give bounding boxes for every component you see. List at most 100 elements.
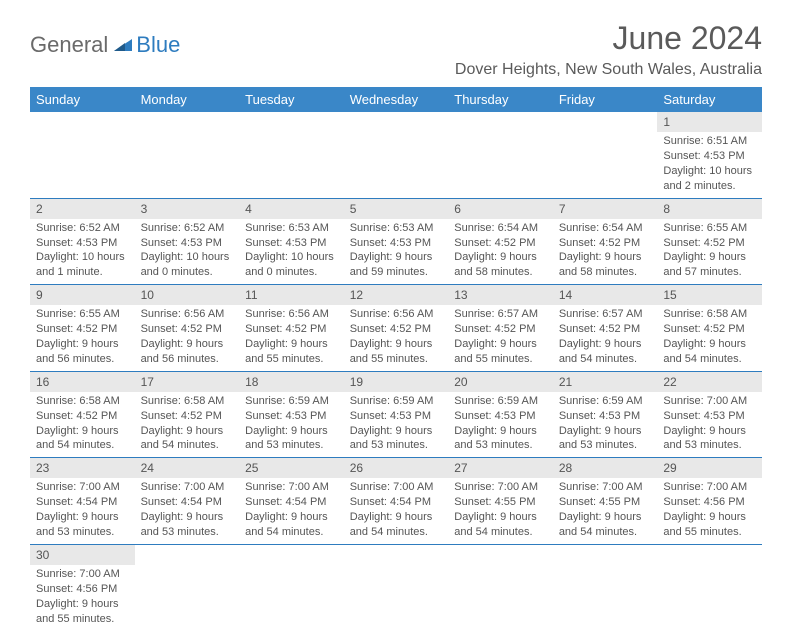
day-details: Sunrise: 6:59 AMSunset: 4:53 PMDaylight:…	[448, 392, 553, 457]
sunrise-text: Sunrise: 6:52 AM	[36, 221, 129, 236]
daylight-text: Daylight: 10 hours	[141, 250, 234, 265]
day-details: Sunrise: 6:54 AMSunset: 4:52 PMDaylight:…	[448, 219, 553, 284]
sunrise-text: Sunrise: 6:58 AM	[663, 307, 756, 322]
daylight-text: Daylight: 10 hours	[36, 250, 129, 265]
sunrise-text: Sunrise: 6:59 AM	[245, 394, 338, 409]
sunset-text: Sunset: 4:53 PM	[663, 409, 756, 424]
day-number: 4	[239, 199, 344, 219]
calendar-cell: 17Sunrise: 6:58 AMSunset: 4:52 PMDayligh…	[135, 371, 240, 458]
day-number: 6	[448, 199, 553, 219]
day-number: 5	[344, 199, 449, 219]
daylight-text2: and 55 minutes.	[245, 352, 338, 367]
calendar-cell: 10Sunrise: 6:56 AMSunset: 4:52 PMDayligh…	[135, 285, 240, 372]
daylight-text: Daylight: 9 hours	[141, 510, 234, 525]
daylight-text: Daylight: 9 hours	[663, 424, 756, 439]
daylight-text2: and 0 minutes.	[245, 265, 338, 280]
sunrise-text: Sunrise: 6:57 AM	[454, 307, 547, 322]
calendar-cell: 24Sunrise: 7:00 AMSunset: 4:54 PMDayligh…	[135, 458, 240, 545]
daylight-text2: and 54 minutes.	[663, 352, 756, 367]
daylight-text: Daylight: 10 hours	[663, 164, 756, 179]
sunset-text: Sunset: 4:55 PM	[559, 495, 652, 510]
sunrise-text: Sunrise: 6:56 AM	[245, 307, 338, 322]
weekday-header: Saturday	[657, 87, 762, 112]
daylight-text: Daylight: 9 hours	[559, 250, 652, 265]
sunset-text: Sunset: 4:52 PM	[559, 322, 652, 337]
sunset-text: Sunset: 4:52 PM	[141, 409, 234, 424]
daylight-text2: and 54 minutes.	[559, 525, 652, 540]
calendar-cell	[30, 112, 135, 198]
day-number: 25	[239, 458, 344, 478]
sunrise-text: Sunrise: 6:54 AM	[454, 221, 547, 236]
sunset-text: Sunset: 4:55 PM	[454, 495, 547, 510]
day-details: Sunrise: 7:00 AMSunset: 4:54 PMDaylight:…	[239, 478, 344, 543]
calendar-cell: 21Sunrise: 6:59 AMSunset: 4:53 PMDayligh…	[553, 371, 658, 458]
daylight-text2: and 54 minutes.	[454, 525, 547, 540]
day-number: 18	[239, 372, 344, 392]
sunset-text: Sunset: 4:54 PM	[350, 495, 443, 510]
day-number: 30	[30, 545, 135, 565]
day-details: Sunrise: 6:56 AMSunset: 4:52 PMDaylight:…	[135, 305, 240, 370]
day-number: 17	[135, 372, 240, 392]
sunset-text: Sunset: 4:52 PM	[36, 322, 129, 337]
sunset-text: Sunset: 4:52 PM	[454, 322, 547, 337]
daylight-text: Daylight: 9 hours	[141, 337, 234, 352]
header: General Blue June 2024 Dover Heights, Ne…	[30, 20, 762, 79]
daylight-text2: and 54 minutes.	[141, 438, 234, 453]
calendar-cell: 1Sunrise: 6:51 AMSunset: 4:53 PMDaylight…	[657, 112, 762, 198]
daylight-text: Daylight: 9 hours	[559, 337, 652, 352]
day-details: Sunrise: 6:58 AMSunset: 4:52 PMDaylight:…	[135, 392, 240, 457]
calendar-cell: 4Sunrise: 6:53 AMSunset: 4:53 PMDaylight…	[239, 198, 344, 285]
weekday-header: Monday	[135, 87, 240, 112]
calendar-cell: 7Sunrise: 6:54 AMSunset: 4:52 PMDaylight…	[553, 198, 658, 285]
calendar-cell: 25Sunrise: 7:00 AMSunset: 4:54 PMDayligh…	[239, 458, 344, 545]
daylight-text2: and 56 minutes.	[141, 352, 234, 367]
sunset-text: Sunset: 4:56 PM	[36, 582, 129, 597]
sunrise-text: Sunrise: 7:00 AM	[663, 394, 756, 409]
daylight-text: Daylight: 9 hours	[245, 337, 338, 352]
weekday-header: Thursday	[448, 87, 553, 112]
day-details: Sunrise: 6:57 AMSunset: 4:52 PMDaylight:…	[448, 305, 553, 370]
day-number: 23	[30, 458, 135, 478]
sunrise-text: Sunrise: 7:00 AM	[559, 480, 652, 495]
daylight-text: Daylight: 9 hours	[36, 510, 129, 525]
sunrise-text: Sunrise: 6:56 AM	[350, 307, 443, 322]
day-number: 20	[448, 372, 553, 392]
sunrise-text: Sunrise: 7:00 AM	[36, 567, 129, 582]
daylight-text2: and 0 minutes.	[141, 265, 234, 280]
daylight-text: Daylight: 9 hours	[350, 250, 443, 265]
calendar-cell: 22Sunrise: 7:00 AMSunset: 4:53 PMDayligh…	[657, 371, 762, 458]
daylight-text: Daylight: 9 hours	[559, 510, 652, 525]
calendar-cell: 14Sunrise: 6:57 AMSunset: 4:52 PMDayligh…	[553, 285, 658, 372]
day-number: 7	[553, 199, 658, 219]
sunrise-text: Sunrise: 6:53 AM	[350, 221, 443, 236]
day-number: 8	[657, 199, 762, 219]
sunrise-text: Sunrise: 6:55 AM	[663, 221, 756, 236]
calendar-cell: 12Sunrise: 6:56 AMSunset: 4:52 PMDayligh…	[344, 285, 449, 372]
day-details: Sunrise: 6:55 AMSunset: 4:52 PMDaylight:…	[657, 219, 762, 284]
sunset-text: Sunset: 4:56 PM	[663, 495, 756, 510]
daylight-text2: and 54 minutes.	[559, 352, 652, 367]
location-text: Dover Heights, New South Wales, Australi…	[455, 61, 762, 79]
sunrise-text: Sunrise: 7:00 AM	[350, 480, 443, 495]
day-number: 2	[30, 199, 135, 219]
calendar-cell: 15Sunrise: 6:58 AMSunset: 4:52 PMDayligh…	[657, 285, 762, 372]
calendar-cell	[553, 544, 658, 630]
sunrise-text: Sunrise: 7:00 AM	[663, 480, 756, 495]
day-number: 21	[553, 372, 658, 392]
calendar-cell: 20Sunrise: 6:59 AMSunset: 4:53 PMDayligh…	[448, 371, 553, 458]
calendar-cell	[239, 544, 344, 630]
sunrise-text: Sunrise: 7:00 AM	[245, 480, 338, 495]
day-details: Sunrise: 7:00 AMSunset: 4:55 PMDaylight:…	[553, 478, 658, 543]
day-number: 11	[239, 285, 344, 305]
calendar-cell: 5Sunrise: 6:53 AMSunset: 4:53 PMDaylight…	[344, 198, 449, 285]
calendar-week-row: 30Sunrise: 7:00 AMSunset: 4:56 PMDayligh…	[30, 544, 762, 630]
sunrise-text: Sunrise: 6:52 AM	[141, 221, 234, 236]
sunset-text: Sunset: 4:52 PM	[350, 322, 443, 337]
daylight-text: Daylight: 9 hours	[245, 424, 338, 439]
weekday-header: Wednesday	[344, 87, 449, 112]
calendar-cell	[135, 112, 240, 198]
sunrise-text: Sunrise: 7:00 AM	[36, 480, 129, 495]
day-number: 13	[448, 285, 553, 305]
calendar-cell	[553, 112, 658, 198]
sunrise-text: Sunrise: 6:59 AM	[559, 394, 652, 409]
